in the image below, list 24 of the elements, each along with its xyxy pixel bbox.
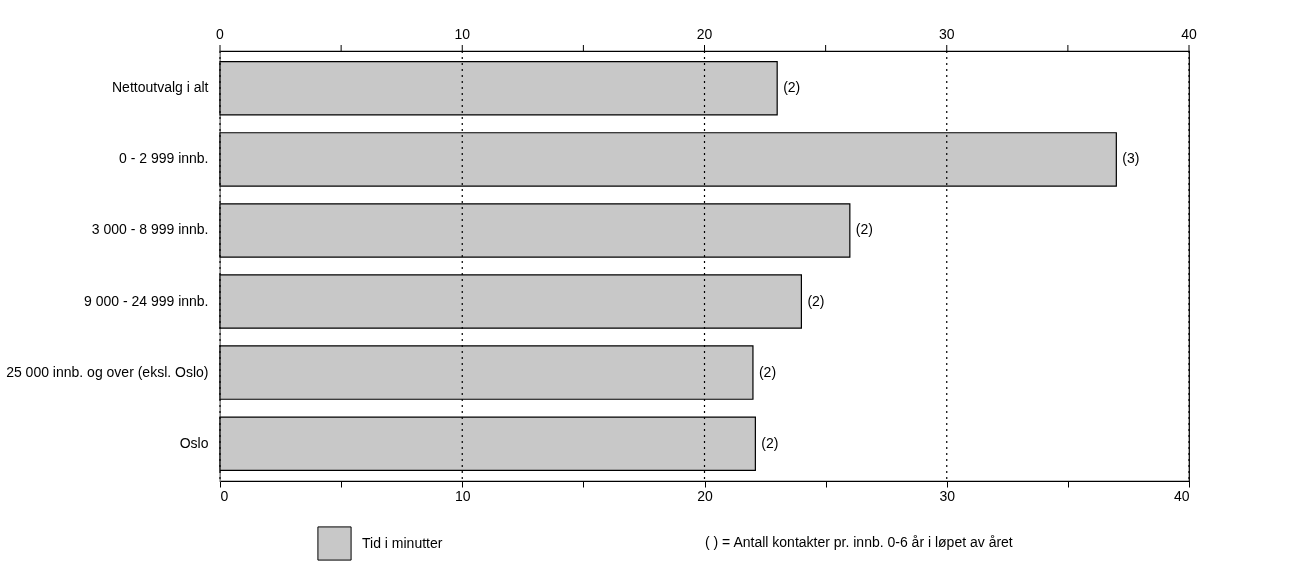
y-tick-label: 0 - 2 999 innb. <box>118 150 209 167</box>
annotation: (2) <box>783 79 801 96</box>
y-tick-label: Nettoutvalg i alt <box>112 79 209 96</box>
y-tick-label: 3 000 - 8 999 innb. <box>91 221 209 238</box>
x2-tick-label: 10 <box>454 487 471 504</box>
x-tick-label: 30 <box>938 26 955 42</box>
x-tick-label: 40 <box>1181 26 1197 42</box>
x-tick-label: 0 <box>216 26 225 42</box>
annotation: (3) <box>1122 150 1140 167</box>
x2-tick-label: 0 <box>220 487 229 504</box>
annotation: (2) <box>758 363 777 380</box>
x2-tick-label: 40 <box>1173 487 1190 504</box>
y-tick-label: Oslo <box>179 434 209 451</box>
annotation: (2) <box>807 292 825 309</box>
legend-label: Tid i minutter <box>362 534 443 551</box>
text: ( ) = Antall kontakter pr. innb. 0-6 år i løpet av året <box>705 534 1013 550</box>
x-tick-label: 10 <box>454 26 471 42</box>
x2-tick-label: 30 <box>939 487 956 504</box>
x2-tick-label: 20 <box>697 487 713 504</box>
y-tick-label: 25 000 innb. og over (eksl. Oslo) <box>6 363 209 380</box>
x-tick-label: 20 <box>696 26 713 42</box>
annotation: (2) <box>761 434 779 451</box>
annotation: (2) <box>855 221 873 238</box>
y-tick-label: 9 000 - 24 999 innb. <box>83 292 209 309</box>
